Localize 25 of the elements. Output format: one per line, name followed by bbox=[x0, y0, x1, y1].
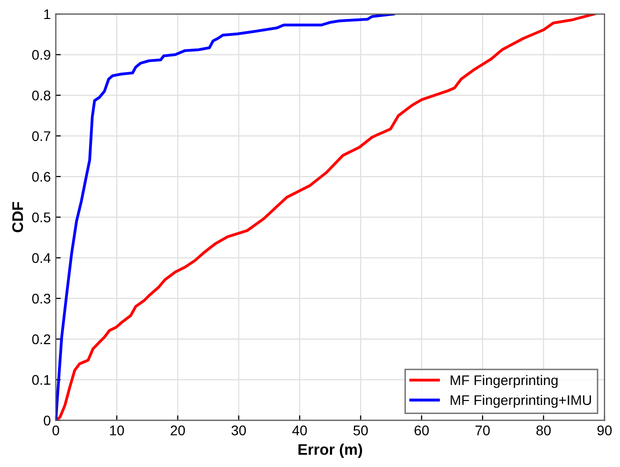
y-tick-label: 0.5 bbox=[32, 212, 50, 222]
y-tick-label: 0.4 bbox=[32, 253, 51, 263]
y-tick-label: 1 bbox=[44, 9, 50, 20]
x-tick-label: 10 bbox=[110, 426, 124, 436]
y-tick-label: 0.1 bbox=[32, 375, 50, 385]
x-tick-label: 0 bbox=[52, 426, 60, 436]
x-tick-label: 20 bbox=[170, 426, 185, 436]
x-tick-label: 60 bbox=[414, 426, 429, 436]
x-axis-title: Error (m) bbox=[298, 444, 362, 458]
y-tick-label: 0.8 bbox=[32, 90, 50, 100]
legend-label: MF Fingerprinting+IMU bbox=[450, 394, 591, 408]
y-tick-label: 0.6 bbox=[32, 172, 50, 182]
y-tick-label: 0 bbox=[44, 416, 50, 426]
x-tick-label: 80 bbox=[536, 426, 551, 436]
y-tick-label: 0.9 bbox=[32, 50, 50, 60]
x-tick-label: 30 bbox=[232, 426, 246, 436]
y-tick-label: 0.2 bbox=[32, 334, 50, 344]
x-tick-label: 90 bbox=[597, 426, 612, 436]
y-axis-title: CDF bbox=[12, 202, 24, 232]
x-tick-label: 50 bbox=[353, 426, 368, 436]
y-tick-label: 0.3 bbox=[32, 294, 50, 304]
x-tick-label: 40 bbox=[292, 426, 307, 436]
x-tick-label: 70 bbox=[476, 426, 490, 436]
legend-label: MF Fingerprinting bbox=[450, 374, 558, 388]
y-tick-label: 0.7 bbox=[32, 131, 50, 142]
